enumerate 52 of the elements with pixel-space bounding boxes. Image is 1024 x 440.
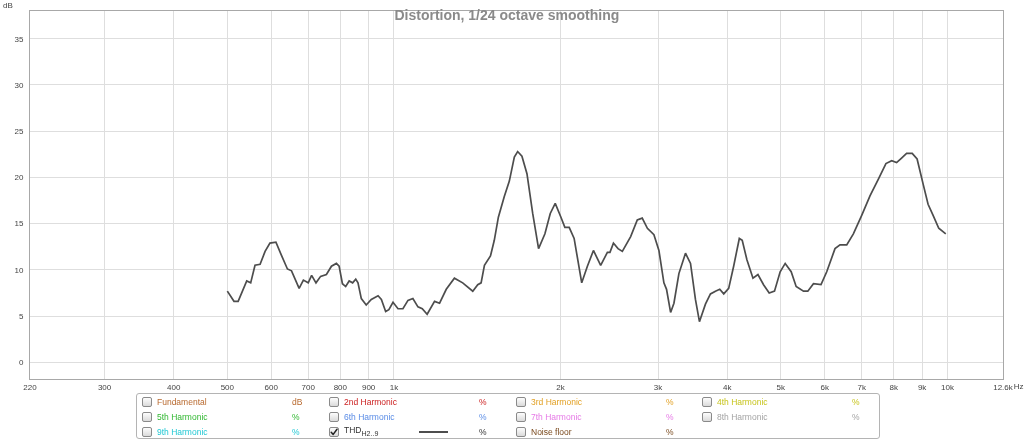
y-tick-label: 25 — [14, 127, 24, 136]
x-tick-label: 800 — [333, 382, 348, 392]
text: % — [666, 396, 674, 407]
text: 5th Harmonic — [157, 411, 208, 422]
y-tick-label: 20 — [14, 173, 24, 183]
text: 6th Harmonic — [344, 411, 395, 422]
text: 8th Harmonic — [717, 411, 768, 422]
x-tick-label: 8k — [889, 382, 900, 392]
text: 7th Harmonic — [531, 411, 582, 422]
y-tick-label: 10 — [14, 265, 24, 275]
x-tick-label: 600 — [264, 382, 279, 392]
text: % — [666, 426, 674, 437]
x-tick-label: 12.6k — [993, 382, 1014, 392]
text: % — [479, 396, 487, 407]
y-axis-title: dB — [3, 1, 13, 10]
text: % — [479, 426, 487, 437]
x-tick-label: 9k — [917, 382, 928, 392]
text: % — [292, 426, 300, 437]
x-tick-label: 3k — [653, 382, 664, 392]
y-tick-label: 5 — [18, 311, 24, 321]
chart-title: Distortion, 1/24 octave smoothing — [394, 7, 620, 24]
y-tick-label: 15 — [14, 219, 24, 229]
x-tick-label: 700 — [301, 382, 316, 392]
text: 2nd Harmonic — [344, 396, 397, 407]
y-tick-label: 35 — [14, 34, 24, 44]
x-tick-label: 220 — [23, 382, 38, 392]
text: % — [666, 411, 674, 422]
text: 9th Harmonic — [157, 426, 208, 437]
x-tick-label: 400 — [167, 382, 181, 392]
y-tick-label: 0 — [18, 358, 24, 368]
x-tick-label: 500 — [220, 382, 235, 392]
x-tick-label: 10k — [941, 382, 955, 392]
x-tick-label: 5k — [776, 382, 787, 392]
x-tick-label: 2k — [556, 382, 566, 392]
x-tick-label: 1k — [389, 382, 400, 392]
x-tick-label: 6k — [820, 382, 830, 392]
text: % — [852, 396, 860, 407]
y-tick-label: 30 — [14, 80, 24, 90]
x-tick-label: 4k — [722, 382, 733, 392]
x-tick-label: 300 — [97, 382, 112, 392]
legend-label: THD$_{H2..9}$ — [344, 425, 379, 438]
text: 4th Harmonic — [717, 396, 768, 407]
text: Fundamental — [157, 396, 207, 407]
text: Noise floor — [531, 426, 572, 437]
text: 3rd Harmonic — [531, 396, 583, 407]
text: % — [292, 411, 300, 422]
x-tick-label: 900 — [361, 382, 376, 392]
text: % — [479, 411, 487, 422]
text: % — [852, 411, 860, 422]
x-axis-title: Hz — [1013, 382, 1024, 392]
x-tick-label: 7k — [857, 382, 867, 392]
text: dB — [292, 396, 303, 407]
